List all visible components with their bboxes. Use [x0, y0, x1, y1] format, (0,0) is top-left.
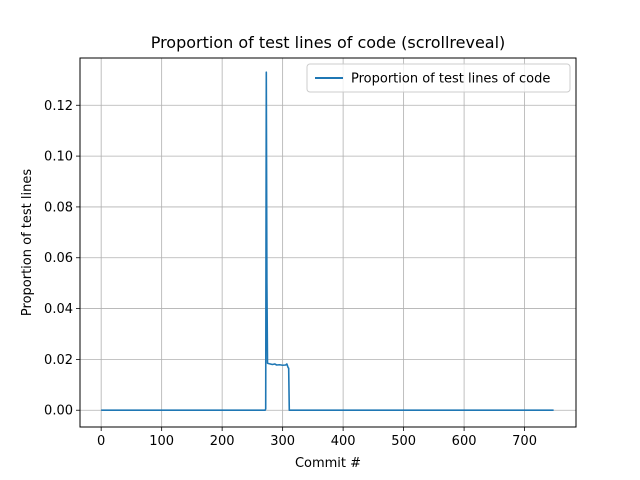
y-tick-label: 0.04 — [44, 302, 73, 317]
y-axis-label: Proportion of test lines — [20, 169, 35, 316]
legend: Proportion of test lines of code — [306, 63, 571, 93]
y-tick-label: 0.10 — [44, 150, 73, 165]
x-tick-label: 400 — [331, 434, 356, 449]
x-tick-label: 500 — [391, 434, 416, 449]
x-tick-label: 0 — [97, 434, 105, 449]
series-lines — [101, 71, 554, 412]
y-tick-label: 0.12 — [44, 99, 73, 114]
x-tick-label: 700 — [512, 434, 537, 449]
legend-entry-label: Proportion of test lines of code — [351, 72, 550, 87]
legend-box — [306, 63, 571, 93]
y-tick-label: 0.08 — [44, 200, 73, 215]
x-tick-label: 200 — [210, 434, 235, 449]
x-axis-ticks: 0 100 200 300 400 500 600 700 — [97, 427, 537, 449]
plot-frame — [79, 57, 577, 428]
y-tick-label: 0.06 — [44, 251, 73, 266]
y-tick-label: 0.00 — [44, 404, 73, 419]
x-axis-label: Commit # — [295, 456, 361, 471]
x-tick-label: 600 — [452, 434, 477, 449]
x-tick-label: 300 — [270, 434, 295, 449]
series-line — [101, 71, 554, 412]
y-tick-label: 0.02 — [44, 353, 73, 368]
chart-title: Proportion of test lines of code (scroll… — [151, 33, 506, 52]
x-tick-label: 100 — [149, 434, 174, 449]
y-axis-ticks: 0.00 0.02 0.04 0.06 0.08 0.10 0.12 — [44, 99, 80, 419]
grid-lines — [80, 58, 576, 427]
